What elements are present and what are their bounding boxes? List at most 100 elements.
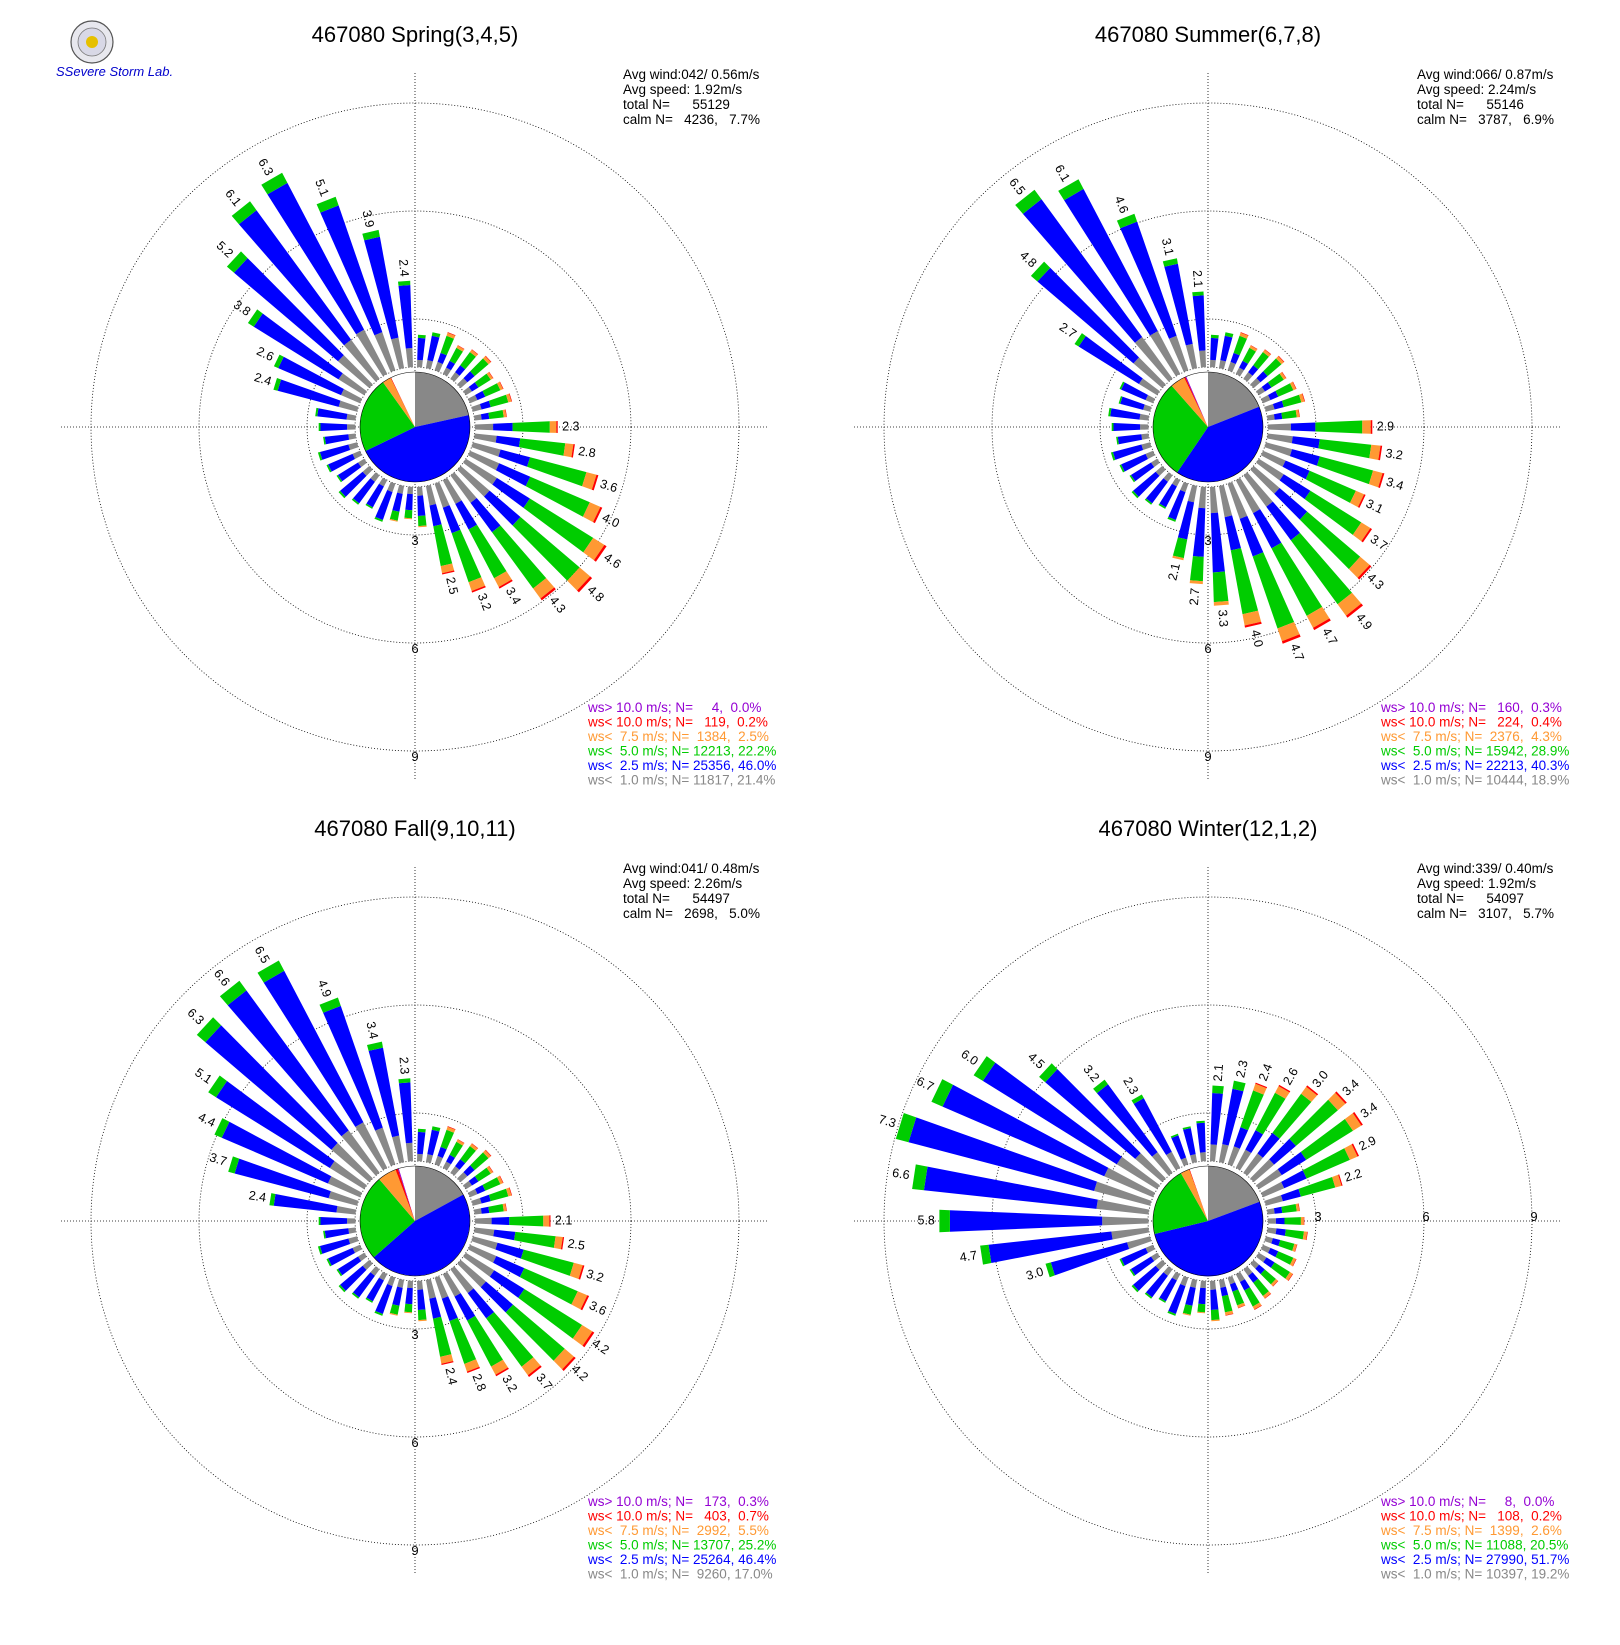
- direction-bar-segment: [582, 1331, 595, 1348]
- direction-bar-segment: [474, 423, 494, 431]
- direction-bar-segment: [1171, 1135, 1187, 1160]
- direction-bar-segment: [1134, 337, 1173, 382]
- direction-bar-segment: [1243, 1266, 1253, 1276]
- direction-bar-segment: [988, 1231, 1113, 1263]
- direction-bar-segment: [433, 1316, 452, 1357]
- direction-bar-segment: [485, 355, 492, 363]
- direction-bar-segment: [323, 1005, 383, 1131]
- direction-bar-segment: [1346, 603, 1363, 618]
- direction-bar-segment: [973, 1056, 996, 1081]
- direction-bar-segment: [379, 1271, 388, 1281]
- direction-bar-segment: [1270, 1262, 1290, 1279]
- stat-avg-speed: Avg speed: 2.24m/s: [1417, 82, 1536, 97]
- direction-bar-segment: [437, 1146, 447, 1158]
- direction-bar-segment: [1192, 295, 1206, 351]
- direction-bar-segment: [1304, 490, 1362, 535]
- direction-bar-segment: [457, 1139, 465, 1144]
- direction-bar-segment: [379, 477, 388, 487]
- direction-bar-segment: [1218, 484, 1233, 518]
- direction-bar-segment: [1190, 1278, 1198, 1288]
- direction-bar-segment: [353, 478, 375, 504]
- direction-bar-segment: [1335, 1091, 1347, 1104]
- direction-bar-segment: [328, 1191, 359, 1206]
- direction-bar-segment: [505, 409, 507, 418]
- stat-avg-speed: Avg speed: 2.26m/s: [623, 876, 742, 891]
- direction-bar-segment: [1151, 458, 1160, 468]
- direction-bar-segment: [1252, 552, 1295, 629]
- direction-bar-segment: [1138, 378, 1160, 396]
- direction-bar-segment: [316, 196, 339, 213]
- direction-bar-segment: [469, 349, 478, 357]
- direction-bar-label: 2.6: [254, 344, 276, 364]
- direction-bar-segment: [471, 442, 501, 457]
- direction-bar-segment: [1266, 1227, 1277, 1235]
- stat-calm-n: calm N= 4236, 7.7%: [623, 112, 760, 127]
- pie-slice: [1154, 1201, 1264, 1277]
- pie-outline: [1152, 1165, 1264, 1277]
- direction-bar-segment: [1163, 1266, 1173, 1276]
- direction-bar-segment: [470, 498, 501, 533]
- direction-bar-label: 6.5: [1006, 175, 1028, 197]
- ring-label: 3: [1204, 533, 1211, 548]
- direction-bar-segment: [1302, 393, 1306, 402]
- logo-seal-core-icon: [86, 36, 98, 48]
- direction-bar-segment: [1253, 1278, 1269, 1296]
- direction-bar-segment: [1344, 1113, 1362, 1131]
- direction-bar-segment: [238, 210, 352, 346]
- direction-bar-segment: [512, 517, 580, 581]
- direction-bar-segment: [450, 1266, 474, 1294]
- direction-bar-segment: [1275, 383, 1294, 397]
- direction-bar-segment: [214, 1118, 230, 1138]
- direction-bar-segment: [253, 313, 343, 380]
- direction-bar-segment: [580, 1295, 590, 1311]
- direction-bar-segment: [227, 990, 349, 1137]
- direction-bar-segment: [495, 1367, 509, 1377]
- direction-bar-segment: [1135, 1153, 1166, 1183]
- direction-bar-segment: [1232, 1289, 1245, 1306]
- pie-slice: [1153, 1173, 1208, 1234]
- direction-bar-segment: [374, 332, 396, 373]
- direction-bar-segment: [1210, 359, 1216, 368]
- direction-bar-segment: [1210, 486, 1218, 514]
- direction-bar-segment: [407, 1280, 413, 1289]
- direction-bar-label: 2.1: [1165, 562, 1183, 582]
- legend-entry: ws< 7.5 m/s; N= 2376, 4.3%: [1380, 729, 1562, 744]
- direction-bar-segment: [488, 394, 509, 408]
- direction-bar-segment: [457, 1259, 486, 1288]
- direction-bar-segment: [1262, 349, 1271, 357]
- direction-bar-segment: [1116, 213, 1138, 229]
- direction-bar-segment: [553, 1348, 574, 1370]
- direction-bar-segment: [1317, 456, 1374, 485]
- direction-bar-segment: [1242, 347, 1256, 364]
- direction-bar-segment: [540, 587, 556, 601]
- direction-bar-segment: [338, 1284, 346, 1293]
- direction-bar-segment: [417, 1309, 427, 1321]
- windrose-panel-winter: 467080 Winter(12,1,2) Avg wind:339/ 0.40…: [854, 816, 1569, 1582]
- direction-bar-segment: [429, 1297, 442, 1319]
- direction-bar-segment: [340, 471, 367, 497]
- stat-total-n: total N= 55146: [1417, 97, 1524, 112]
- direction-bar-segment: [1224, 515, 1241, 551]
- legend-entry: ws< 1.0 m/s; N= 11817, 21.4%: [587, 773, 775, 788]
- direction-bar-segment: [468, 577, 486, 591]
- direction-bar-segment: [457, 378, 468, 389]
- pie-slice: [359, 382, 415, 451]
- direction-bar-segment: [473, 1208, 482, 1215]
- direction-bar-segment: [1145, 395, 1156, 404]
- direction-bar-segment: [440, 1129, 454, 1150]
- legend-entry: ws< 2.5 m/s; N= 22213, 40.3%: [1380, 758, 1569, 773]
- direction-bar-segment: [525, 476, 590, 517]
- pie-slice: [365, 415, 471, 483]
- direction-bar-label: 2.2: [1343, 1166, 1364, 1185]
- direction-bar-segment: [480, 412, 490, 420]
- direction-bar-label: 6.5: [252, 944, 273, 966]
- direction-bar-segment: [1120, 221, 1177, 339]
- ring-label: 9: [1204, 749, 1211, 764]
- direction-bar-segment: [1315, 420, 1363, 434]
- direction-bar-segment: [1357, 564, 1372, 580]
- direction-bar-segment: [491, 1217, 510, 1225]
- direction-bar-segment: [1131, 1284, 1139, 1293]
- logo: SSevere Storm Lab.: [56, 20, 173, 79]
- direction-bar-segment: [348, 1236, 359, 1244]
- direction-bar-segment: [1274, 488, 1308, 520]
